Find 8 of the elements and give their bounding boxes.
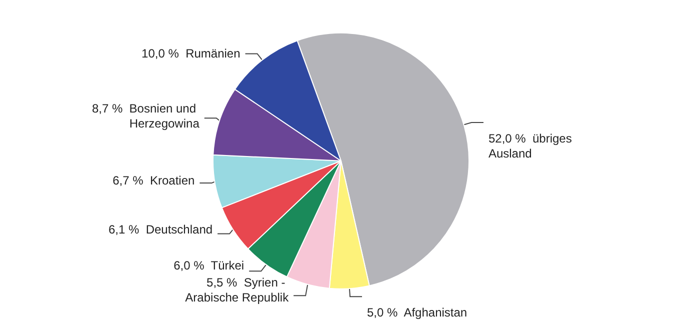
slice-label: 5,5 % Syrien - Arabische Republik <box>185 276 290 304</box>
slice-label: 10,0 % Rumänien <box>142 46 240 61</box>
slice-label: 6,1 % Deutschland <box>108 222 213 236</box>
slice-label: 6,7 % Kroatien <box>112 173 195 188</box>
slice-label: 5,0 % Afghanistan <box>367 306 468 320</box>
slice-label: 6,0 % Türkei <box>174 258 244 273</box>
slice-label: 52,0 % übriges Ausland <box>488 132 576 161</box>
slice-label: 8,7 % Bosnien und Herzegowina <box>92 102 200 131</box>
